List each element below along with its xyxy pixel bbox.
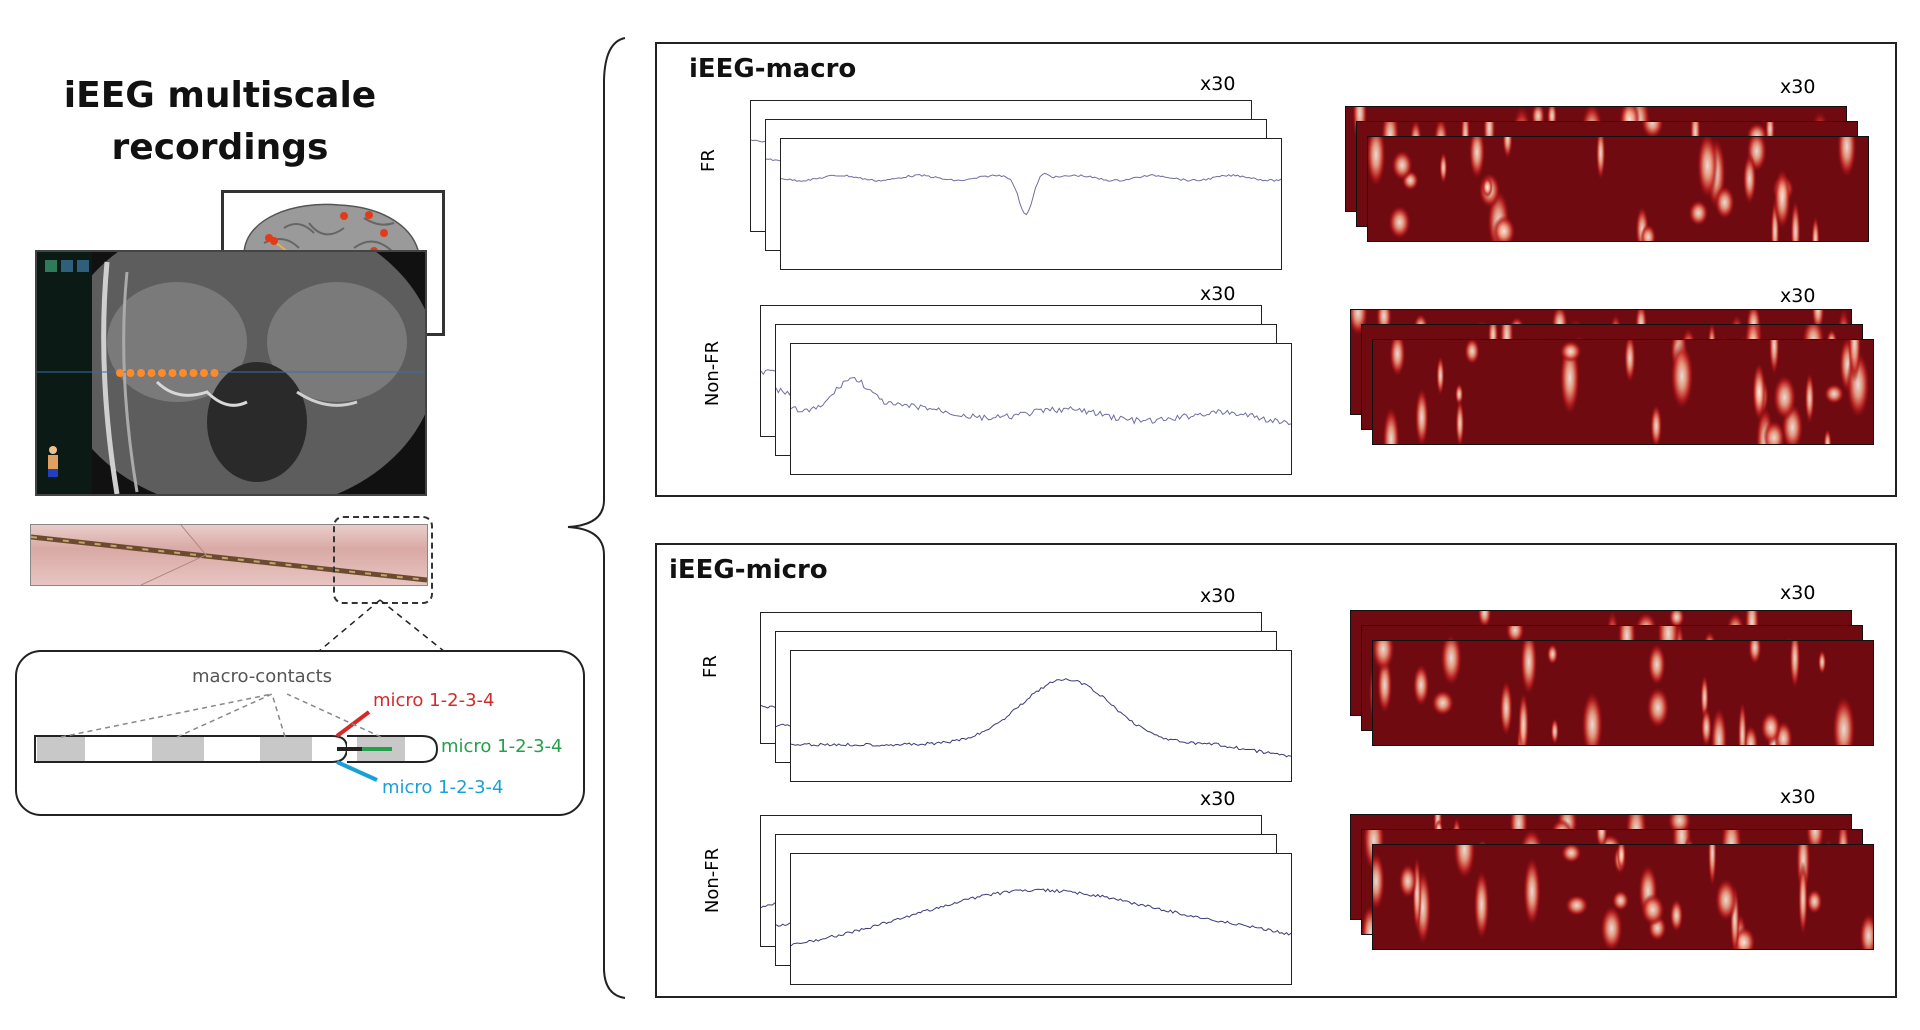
brain-electrode-dot bbox=[340, 212, 348, 220]
brain-electrode-dot bbox=[365, 211, 373, 219]
mri-slice bbox=[35, 250, 427, 496]
mri-image bbox=[37, 252, 425, 494]
mri-contact-dot bbox=[200, 369, 208, 377]
electrode-shaft bbox=[34, 693, 439, 782]
row-label-micro-fr: FR bbox=[699, 655, 721, 678]
mri-contact-dot bbox=[158, 369, 166, 377]
brace bbox=[567, 37, 626, 999]
mri-contact-dot bbox=[189, 369, 198, 377]
lfp-trace-micro-fr bbox=[790, 650, 1292, 782]
electrode-photo bbox=[30, 524, 428, 586]
mri-contact-dot bbox=[116, 369, 124, 377]
lfp-trace-micro-nonfr bbox=[790, 853, 1292, 985]
mult-micro-fr-tf: x30 bbox=[1780, 582, 1816, 604]
mult-macro-fr-lfp: x30 bbox=[1200, 73, 1236, 95]
figure-title: iEEG multiscale recordings bbox=[63, 75, 377, 168]
mri-contact-dot bbox=[147, 369, 156, 377]
mult-macro-fr-tf: x30 bbox=[1780, 76, 1816, 98]
mult-micro-fr-lfp: x30 bbox=[1200, 585, 1236, 607]
micro-blue-label: micro 1-2-3-4 bbox=[382, 777, 504, 798]
mult-micro-nonfr-tf: x30 bbox=[1780, 786, 1816, 808]
mri-contact-dot bbox=[179, 369, 187, 377]
lfp-trace-macro-nonfr bbox=[790, 343, 1292, 475]
brain-electrode-dot bbox=[270, 237, 278, 245]
panel-micro-title: iEEG-micro bbox=[669, 555, 828, 585]
mult-macro-nonfr-tf: x30 bbox=[1780, 285, 1816, 307]
panel-macro-title: iEEG-macro bbox=[689, 54, 857, 84]
electrode-schematic: macro-contacts micro 1-2-3-4 micro 1-2-3… bbox=[15, 650, 585, 816]
mri-contact-dot bbox=[137, 369, 145, 377]
mri-contact-dot bbox=[168, 369, 177, 377]
tf-map-macro-fr bbox=[1367, 136, 1869, 242]
mult-macro-nonfr-lfp: x30 bbox=[1200, 283, 1236, 305]
row-label-macro-nonfr: Non-FR bbox=[702, 340, 724, 407]
micro-green-label: micro 1-2-3-4 bbox=[441, 736, 563, 757]
tf-map-macro-nonfr bbox=[1372, 339, 1874, 445]
mri-contact-dot bbox=[126, 369, 135, 377]
zoom-box bbox=[333, 516, 433, 604]
electrode-photo-image bbox=[31, 525, 427, 585]
macro-contacts-label: macro-contacts bbox=[192, 666, 333, 687]
mult-micro-nonfr-lfp: x30 bbox=[1200, 788, 1236, 810]
mri-contact-dot bbox=[210, 369, 219, 377]
row-label-macro-fr: FR bbox=[697, 149, 719, 172]
tf-map-micro-fr bbox=[1372, 640, 1874, 746]
tf-map-micro-nonfr bbox=[1372, 844, 1874, 950]
row-label-micro-nonfr: Non-FR bbox=[702, 847, 724, 914]
brain-electrode-dot bbox=[380, 229, 388, 237]
micro-red-label: micro 1-2-3-4 bbox=[373, 690, 495, 711]
lfp-trace-macro-fr bbox=[780, 138, 1282, 270]
